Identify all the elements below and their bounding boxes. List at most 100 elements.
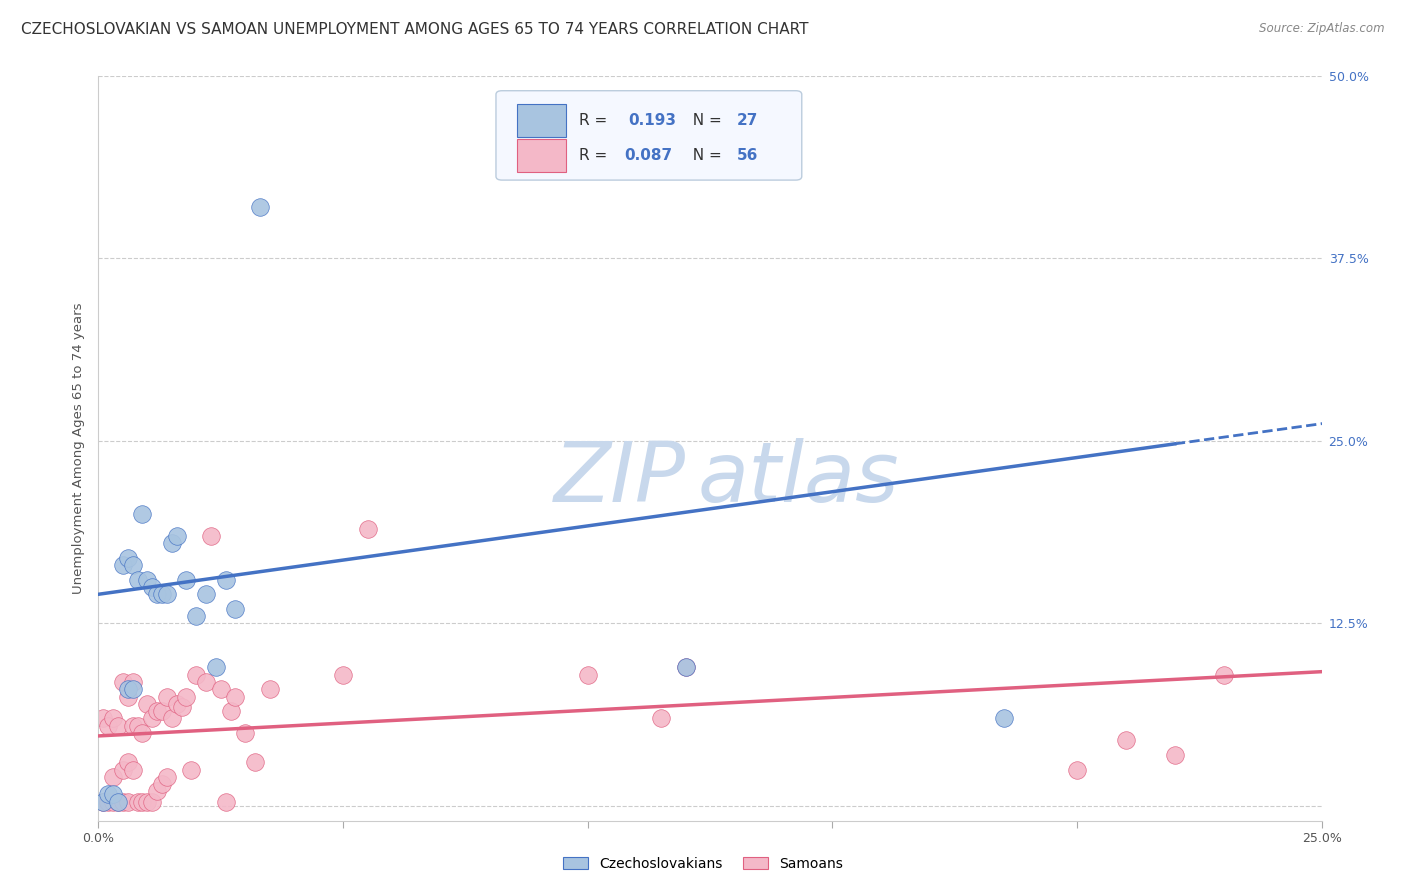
Point [186,667,208,681]
Point [101,788,124,802]
Point [195,587,218,601]
Point [233,726,256,740]
Point [150,704,173,718]
Point [117,756,139,770]
Point [150,777,173,791]
Point [131,726,153,740]
Point [156,690,179,704]
Point [243,756,266,770]
Point [101,711,124,725]
Point [170,699,193,714]
Point [166,529,188,543]
Point [107,795,129,809]
Point [136,573,159,587]
Point [176,573,198,587]
Point [101,770,124,784]
Point [205,660,228,674]
Text: N =: N = [683,148,727,163]
Point [1164,747,1187,762]
Point [111,558,134,572]
Point [1115,733,1137,747]
Point [131,795,153,809]
Point [131,507,153,521]
Point [121,674,143,689]
Text: atlas: atlas [697,437,900,518]
Point [332,667,354,681]
Point [97,788,120,802]
Point [111,795,134,809]
Point [195,674,218,689]
Point [224,690,246,704]
Point [141,580,163,594]
Text: Source: ZipAtlas.com: Source: ZipAtlas.com [1260,22,1385,36]
Point [146,784,169,798]
Text: CZECHOSLOVAKIAN VS SAMOAN UNEMPLOYMENT AMONG AGES 65 TO 74 YEARS CORRELATION CHA: CZECHOSLOVAKIAN VS SAMOAN UNEMPLOYMENT A… [21,22,808,37]
Text: 0.193: 0.193 [628,113,676,128]
Point [97,795,120,809]
Point [209,682,232,697]
Text: R =: R = [579,148,612,163]
Point [91,711,114,725]
Point [141,711,163,725]
Point [107,795,129,809]
Point [111,674,134,689]
Point [176,690,198,704]
Point [1212,667,1234,681]
Point [200,529,222,543]
Point [141,795,163,809]
Point [146,587,169,601]
Point [111,763,134,777]
Point [117,550,139,565]
Point [150,587,173,601]
Point [127,719,149,733]
Point [91,795,114,809]
Y-axis label: Unemployment Among Ages 65 to 74 years: Unemployment Among Ages 65 to 74 years [72,302,86,594]
Point [675,660,697,674]
Point [101,795,124,809]
Point [136,795,159,809]
Point [136,697,159,711]
Point [576,667,599,681]
Point [156,587,179,601]
Legend: Czechoslovakians, Samoans: Czechoslovakians, Samoans [557,851,849,876]
Point [121,682,143,697]
Text: 56: 56 [737,148,758,163]
Point [993,711,1015,725]
Point [1066,763,1088,777]
Point [180,763,202,777]
Point [121,558,143,572]
Point [156,770,179,784]
Point [146,704,169,718]
Text: ZIP: ZIP [554,437,686,518]
Point [121,763,143,777]
Point [127,795,149,809]
Point [117,682,139,697]
Point [117,690,139,704]
Point [160,711,183,725]
Text: R =: R = [579,113,617,128]
Point [214,573,236,587]
Point [675,660,697,674]
Text: 27: 27 [737,113,758,128]
Point [166,697,188,711]
Point [107,719,129,733]
Point [214,795,236,809]
Point [219,704,242,718]
Point [117,795,139,809]
Point [224,602,246,616]
Point [249,200,271,214]
Point [186,609,208,624]
Point [121,719,143,733]
FancyBboxPatch shape [517,139,565,172]
Point [91,795,114,809]
Point [259,682,281,697]
Point [160,536,183,550]
Point [356,522,378,536]
Point [127,573,149,587]
FancyBboxPatch shape [496,91,801,180]
Point [650,711,672,725]
Text: 0.087: 0.087 [624,148,672,163]
Point [97,719,120,733]
FancyBboxPatch shape [517,103,565,137]
Text: N =: N = [683,113,727,128]
